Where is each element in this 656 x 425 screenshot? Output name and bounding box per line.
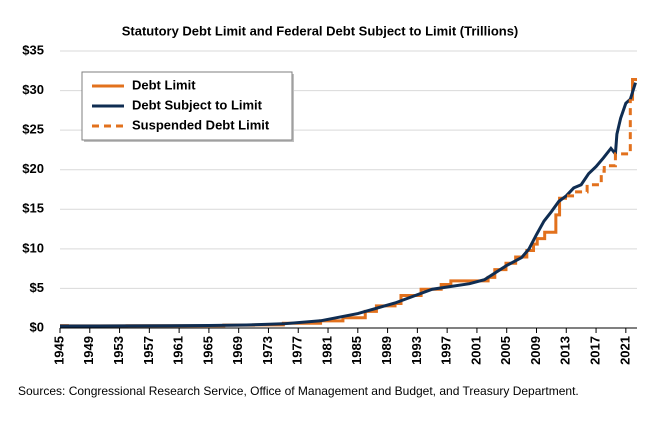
x-tick-label: 1953 (111, 336, 126, 365)
x-tick-label: 1965 (200, 336, 215, 365)
x-tick-label: 1973 (260, 336, 275, 365)
x-tick-label: 1949 (81, 336, 96, 365)
y-tick-label: $20 (22, 161, 44, 176)
y-tick-label: $5 (30, 280, 44, 295)
x-tick-label: 2013 (558, 336, 573, 365)
x-tick-label: 1981 (319, 336, 334, 365)
x-tick-label: 2009 (528, 336, 543, 365)
x-tick-label: 1945 (51, 336, 66, 365)
x-tick-label: 1997 (439, 336, 454, 365)
legend: Debt Limit Debt Subject to Limit Suspended… (81, 71, 294, 142)
y-tick-label: $30 (22, 82, 44, 97)
legend-label: Suspended Debt Limit (132, 117, 270, 132)
y-tick-label: $35 (22, 42, 44, 57)
x-tick-label: 1993 (409, 336, 424, 365)
legend-frame (81, 71, 293, 141)
x-tick-label: 1989 (379, 336, 394, 365)
x-tick-label: 1957 (141, 336, 156, 365)
y-tick-label: $10 (22, 240, 44, 255)
x-tick-label: 2005 (498, 336, 513, 365)
x-tick-label: 1977 (290, 336, 305, 365)
y-tick-label: $15 (22, 201, 44, 216)
legend-label: Debt Limit (132, 77, 196, 92)
y-tick-label: $0 (30, 319, 44, 334)
x-tick-label: 1969 (230, 336, 245, 365)
x-tick-label: 2021 (617, 336, 632, 365)
x-tick-label: 2001 (468, 336, 483, 365)
chart-title: Statutory Debt Limit and Federal Debt Su… (122, 23, 519, 38)
series-line (567, 99, 632, 198)
source-note: Sources: Congressional Research Service,… (18, 384, 579, 398)
x-tick-label: 2017 (587, 336, 602, 365)
x-tick-label: 1961 (171, 336, 186, 365)
x-tick-label: 1985 (349, 336, 364, 365)
legend-label: Debt Subject to Limit (132, 97, 263, 112)
y-tick-label: $25 (22, 122, 44, 137)
